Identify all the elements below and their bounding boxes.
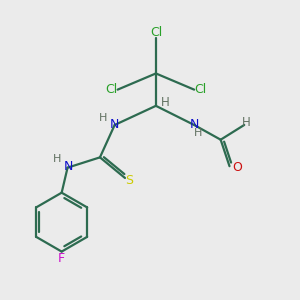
Text: O: O — [232, 161, 242, 174]
Text: N: N — [110, 118, 119, 131]
Text: S: S — [125, 174, 134, 187]
Text: Cl: Cl — [150, 26, 162, 39]
Text: H: H — [194, 128, 202, 138]
Text: H: H — [161, 96, 170, 109]
Text: F: F — [58, 252, 65, 265]
Text: H: H — [242, 116, 251, 128]
Text: H: H — [53, 154, 61, 164]
Text: Cl: Cl — [194, 82, 207, 95]
Text: H: H — [99, 113, 108, 124]
Text: N: N — [64, 160, 73, 173]
Text: N: N — [190, 118, 199, 131]
Text: Cl: Cl — [105, 82, 117, 95]
